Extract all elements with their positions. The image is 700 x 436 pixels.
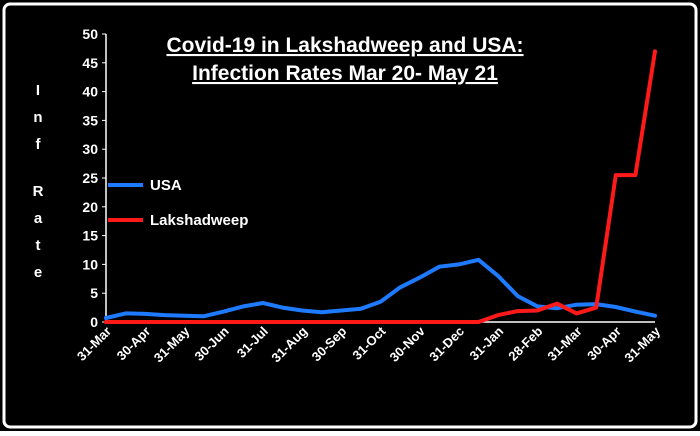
chart-title-line-1: Covid-19 in Lakshadweep and USA: bbox=[166, 34, 523, 57]
y-axis-label-char: I bbox=[36, 82, 40, 99]
y-axis-ticks: 0 5 10 15 20 25 30 35 40 45 50 bbox=[82, 26, 106, 330]
y-tick-label: 25 bbox=[82, 170, 98, 186]
y-axis-label-char: t bbox=[36, 237, 41, 254]
y-tick-label: 10 bbox=[82, 256, 98, 272]
y-tick-label: 0 bbox=[90, 314, 98, 330]
y-tick-label: 30 bbox=[82, 141, 98, 157]
y-tick-label: 50 bbox=[82, 26, 98, 42]
series-lines bbox=[104, 49, 657, 324]
chart-frame bbox=[2, 2, 698, 429]
y-tick-label: 40 bbox=[82, 84, 98, 100]
legend-label-lakshadweep: Lakshadweep bbox=[150, 212, 248, 229]
y-axis-label-char: a bbox=[34, 210, 43, 227]
legend: USA Lakshadweep bbox=[108, 177, 248, 229]
chart-title: Covid-19 in Lakshadweep and USA: Infecti… bbox=[166, 34, 523, 85]
chart-title-line-2: Infection Rates Mar 20- May 21 bbox=[192, 62, 498, 85]
legend-label-usa: USA bbox=[150, 177, 182, 194]
y-axis-label-char: n bbox=[33, 109, 42, 126]
y-tick-label: 45 bbox=[82, 55, 98, 71]
y-tick-label: 35 bbox=[82, 112, 98, 128]
y-tick-label: 15 bbox=[82, 228, 98, 244]
y-tick-label: 20 bbox=[82, 199, 98, 215]
y-axis-label: Inf Rate bbox=[33, 82, 44, 281]
series-line-lakshadweep bbox=[104, 49, 657, 324]
y-tick-label: 5 bbox=[90, 285, 98, 301]
y-axis-label-char: R bbox=[33, 183, 44, 200]
y-axis-label-char: f bbox=[36, 136, 42, 153]
y-axis-label-char: e bbox=[34, 264, 42, 281]
